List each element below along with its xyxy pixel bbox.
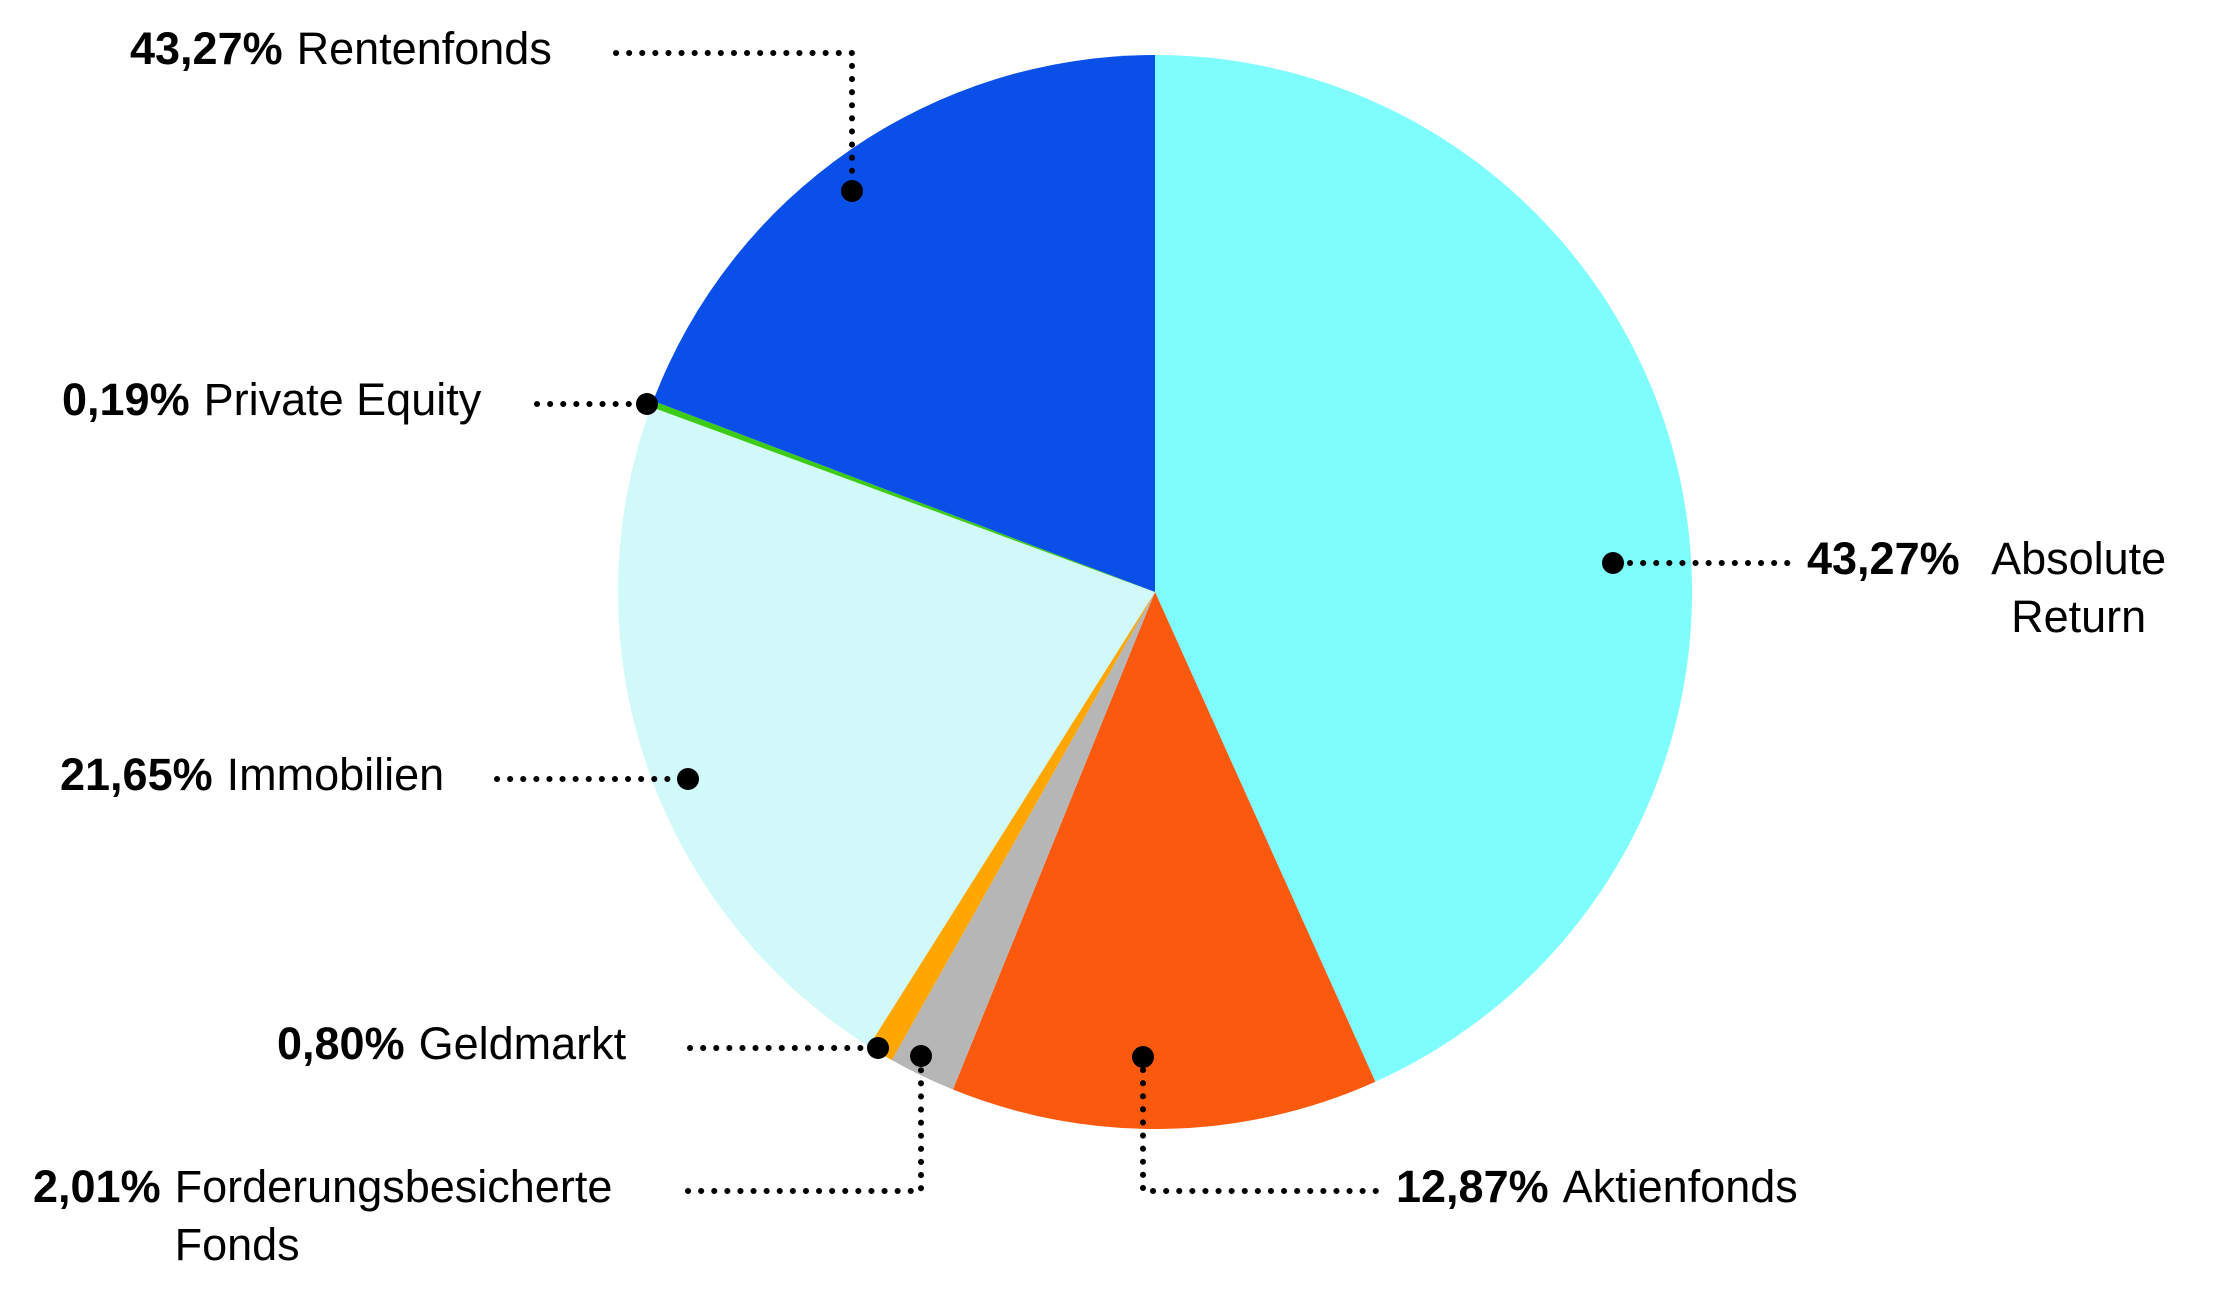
leader-line-forderungsbesicherte-fonds	[685, 1067, 924, 1194]
pie-slice-absolute-return	[1155, 55, 1693, 1082]
slice-value: 0,19%	[62, 374, 190, 425]
pie-slice-aktienfonds	[952, 592, 1376, 1129]
slice-name: Absolute Return	[1991, 533, 2167, 642]
leader-line-aktienfonds	[1140, 1067, 1388, 1194]
slice-name: Rentenfonds	[296, 23, 552, 74]
slice-name: Forderungsbesicherte Fonds	[174, 1161, 613, 1270]
leader-dot-aktienfonds	[1132, 1046, 1154, 1068]
slice-value: 21,65%	[60, 749, 213, 800]
slice-name: Immobilien	[226, 749, 445, 800]
slice-label-immobilien: 21,65% Immobilien	[60, 746, 444, 804]
slice-value: 43,27%	[1807, 533, 1960, 584]
slice-label-rentenfonds: 43,27% Rentenfonds	[130, 20, 552, 78]
slice-name: Private Equity	[203, 374, 482, 425]
leader-dot-forderungsbesicherte-fonds	[910, 1045, 932, 1067]
slice-value: 43,27%	[130, 23, 283, 74]
slice-label-aktienfonds: 12,87% Aktienfonds	[1396, 1158, 1798, 1216]
leader-line-rentenfonds	[613, 50, 855, 180]
slice-label-private-equity: 0,19% Private Equity	[62, 371, 481, 429]
pie-slice-geldmarkt	[868, 592, 1155, 1061]
slice-value: 0,80%	[277, 1018, 405, 1069]
pie-slice-immobilien	[618, 406, 1155, 1047]
leader-dot-private-equity	[636, 393, 658, 415]
pie-slice-rentenfonds	[653, 54, 1155, 592]
leader-dot-geldmarkt	[867, 1037, 889, 1059]
pie-slice-forderungsbesicherte-fonds	[891, 592, 1155, 1090]
slice-name: Geldmarkt	[418, 1018, 627, 1069]
leader-dot-immobilien	[677, 768, 699, 790]
leader-dot-absolute-return	[1602, 552, 1624, 574]
slice-label-absolute-return: 43,27% Absolute Return	[1807, 530, 2184, 646]
leader-dot-rentenfonds	[841, 180, 863, 202]
pie-slice-private-equity	[650, 400, 1155, 592]
slice-name: Aktienfonds	[1562, 1161, 1798, 1212]
slice-value: 2,01%	[33, 1161, 161, 1212]
slice-value: 12,87%	[1396, 1161, 1549, 1212]
slice-label-forderungsbesicherte-fonds: 2,01% Forderungsbesicherte Fonds	[33, 1158, 715, 1274]
slice-label-geldmarkt: 0,80% Geldmarkt	[277, 1015, 626, 1073]
